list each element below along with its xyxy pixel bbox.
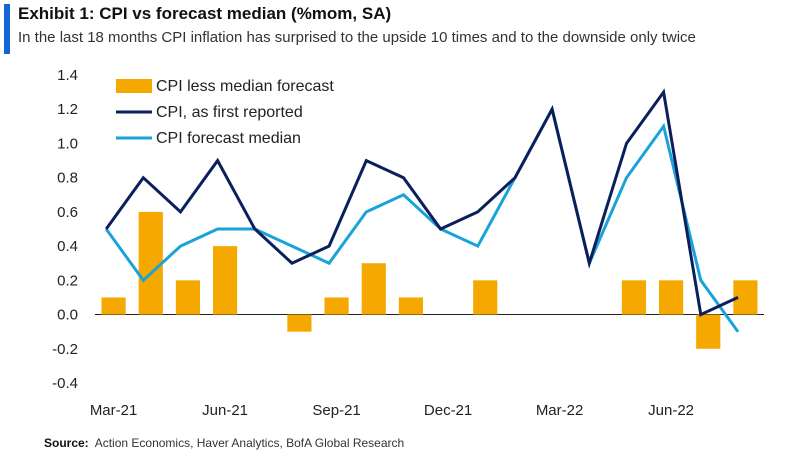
y-tick-label: 0.2: [57, 272, 78, 289]
x-tick-label: Dec-21: [424, 402, 472, 419]
bar: [101, 297, 126, 315]
axis-layer: 1.4 1.2 1.0 0.8 0.6 0.4 0.2 0.0 -0.2 -0.4 Mar-21 Ju…: [52, 67, 764, 419]
bar: [175, 280, 200, 315]
bar: [138, 211, 163, 315]
legend-label: CPI forecast median: [156, 130, 301, 147]
x-tick-label: Jun-21: [202, 402, 248, 419]
y-tick-label: -0.4: [52, 375, 78, 392]
legend-label: CPI less median forecast: [156, 78, 334, 95]
bar: [287, 314, 312, 332]
source-note: Source: Action Economics, Haver Analytic…: [44, 436, 404, 450]
line-series: [104, 88, 740, 333]
y-tick-label: 1.4: [57, 67, 78, 84]
bar: [473, 280, 498, 315]
y-tick-label: 0.0: [57, 307, 78, 324]
x-tick-label: Sep-21: [312, 402, 360, 419]
chart-subtitle: In the last 18 months CPI inflation has …: [18, 29, 696, 46]
x-tick-label: Mar-22: [536, 402, 584, 419]
chart-title: Exhibit 1: CPI vs forecast median (%mom,…: [18, 4, 392, 23]
bar: [361, 263, 386, 315]
bar: [659, 280, 684, 315]
y-tick-label: -0.2: [52, 341, 78, 358]
y-tick-label: 1.2: [57, 101, 78, 118]
x-tick-label: Mar-21: [90, 402, 138, 419]
legend-swatch-bar: [116, 79, 152, 93]
bar-series: [101, 211, 758, 349]
legend-label: CPI, as first reported: [156, 104, 303, 121]
title-accent-bar: [4, 4, 10, 54]
bar: [324, 297, 349, 315]
source-text: Action Economics, Haver Analytics, BofA …: [94, 436, 405, 450]
x-tick-label: Jun-22: [648, 402, 694, 419]
source-label: Source:: [44, 436, 89, 450]
y-tick-label: 0.6: [57, 204, 78, 221]
y-tick-label: 0.4: [57, 238, 78, 255]
y-tick-label: 0.8: [57, 170, 78, 187]
bar: [213, 246, 238, 315]
line-cpi-forecast-median: [104, 105, 740, 333]
bar: [398, 297, 423, 315]
y-tick-label: 1.0: [57, 135, 78, 152]
legend: CPI less median forecast CPI, as first re…: [116, 78, 334, 147]
bar: [696, 314, 721, 349]
line-cpi-first-reported: [104, 88, 739, 317]
bar: [621, 280, 646, 315]
